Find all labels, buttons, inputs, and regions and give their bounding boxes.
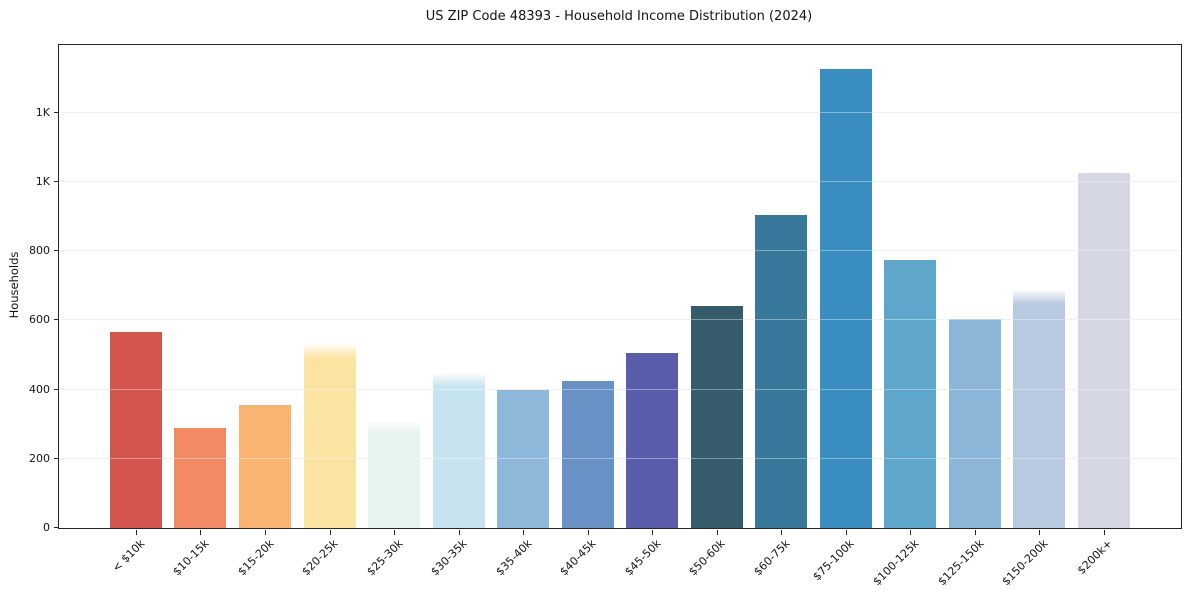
x-tick-label: $10-15k bbox=[170, 537, 212, 579]
x-axis-tick bbox=[265, 530, 267, 535]
bar bbox=[884, 259, 937, 528]
y-axis-tick bbox=[54, 180, 58, 182]
x-tick-label: $125-150k bbox=[934, 537, 987, 589]
bar bbox=[432, 373, 485, 528]
y-tick-label: 200 bbox=[29, 451, 50, 465]
bar bbox=[819, 69, 872, 528]
bar bbox=[690, 306, 743, 528]
y-axis-tick bbox=[54, 388, 58, 390]
y-tick-label: 600 bbox=[29, 313, 50, 327]
gridline bbox=[59, 250, 1181, 252]
x-axis-tick bbox=[200, 530, 202, 535]
gridline bbox=[59, 180, 1181, 182]
chart-title: US ZIP Code 48393 - Household Income Dis… bbox=[425, 9, 813, 24]
y-tick-label: 1K bbox=[35, 174, 50, 188]
gridline bbox=[59, 319, 1181, 321]
x-axis-tick bbox=[910, 530, 912, 535]
gridline bbox=[59, 388, 1181, 390]
x-tick-label: $75-100k bbox=[810, 537, 857, 584]
x-tick-label: $45-50k bbox=[622, 537, 664, 579]
x-tick-label: $20-25k bbox=[299, 537, 341, 579]
gridline-overlay bbox=[59, 250, 1181, 252]
x-axis-tick bbox=[845, 530, 847, 535]
x-tick-label: $40-45k bbox=[557, 537, 599, 579]
bar bbox=[755, 214, 808, 528]
bar bbox=[561, 380, 614, 528]
x-tick-label: $100-125k bbox=[870, 537, 922, 589]
x-axis-tick bbox=[587, 530, 589, 535]
gridline-overlay bbox=[59, 388, 1181, 390]
x-axis-tick bbox=[974, 530, 976, 535]
x-tick-label: < $10k bbox=[109, 537, 148, 575]
bar bbox=[368, 420, 421, 528]
bar bbox=[239, 405, 292, 528]
gridline bbox=[59, 111, 1181, 113]
gridline-overlay bbox=[59, 180, 1181, 182]
x-axis-tick bbox=[652, 530, 654, 535]
x-axis-tick bbox=[329, 530, 331, 535]
x-tick-label: $60-75k bbox=[751, 537, 793, 579]
x-tick-label: $35-40k bbox=[493, 537, 535, 579]
y-axis-tick bbox=[54, 111, 58, 113]
x-axis-tick bbox=[716, 530, 718, 535]
x-axis-tick bbox=[523, 530, 525, 535]
x-tick-label: $15-20k bbox=[234, 537, 277, 579]
x-tick-label: $200k+ bbox=[1075, 537, 1116, 578]
gridline-overlay bbox=[59, 319, 1181, 321]
x-axis-tick bbox=[135, 530, 137, 535]
x-axis-tick bbox=[458, 530, 460, 535]
bar bbox=[174, 427, 227, 528]
gridline-overlay bbox=[59, 111, 1181, 113]
x-tick-label: $30-35k bbox=[428, 537, 470, 579]
bar bbox=[626, 353, 679, 528]
bar bbox=[109, 332, 162, 528]
x-tick-label: $50-60k bbox=[686, 537, 728, 579]
gridline-overlay bbox=[59, 457, 1181, 459]
y-axis-tick bbox=[54, 250, 58, 252]
x-axis-tick bbox=[781, 530, 783, 535]
y-axis-label: Households bbox=[7, 251, 21, 319]
y-axis-tick bbox=[54, 527, 58, 528]
bar bbox=[1013, 290, 1066, 528]
x-axis-tick bbox=[394, 530, 396, 535]
y-tick-label: 1K bbox=[35, 105, 50, 119]
gridline bbox=[59, 457, 1181, 459]
plot-area: 0 200 400 600 800 1K 1K < $10k $10-15k $15-20k $20… bbox=[29, 44, 1182, 588]
x-axis-tick bbox=[1103, 530, 1105, 535]
x-tick-label: $150-200k bbox=[999, 537, 1051, 589]
bar bbox=[1077, 173, 1130, 528]
y-tick-label: 800 bbox=[29, 244, 50, 258]
x-tick-label: $25-30k bbox=[364, 537, 406, 579]
bar bbox=[497, 389, 550, 528]
y-axis-tick bbox=[54, 319, 58, 321]
x-axis-tick bbox=[1039, 530, 1041, 535]
y-tick-label: 0 bbox=[43, 521, 50, 534]
y-axis-tick bbox=[54, 457, 58, 459]
bar bbox=[948, 318, 1001, 528]
y-tick-label: 400 bbox=[29, 382, 50, 396]
bar bbox=[303, 344, 356, 528]
